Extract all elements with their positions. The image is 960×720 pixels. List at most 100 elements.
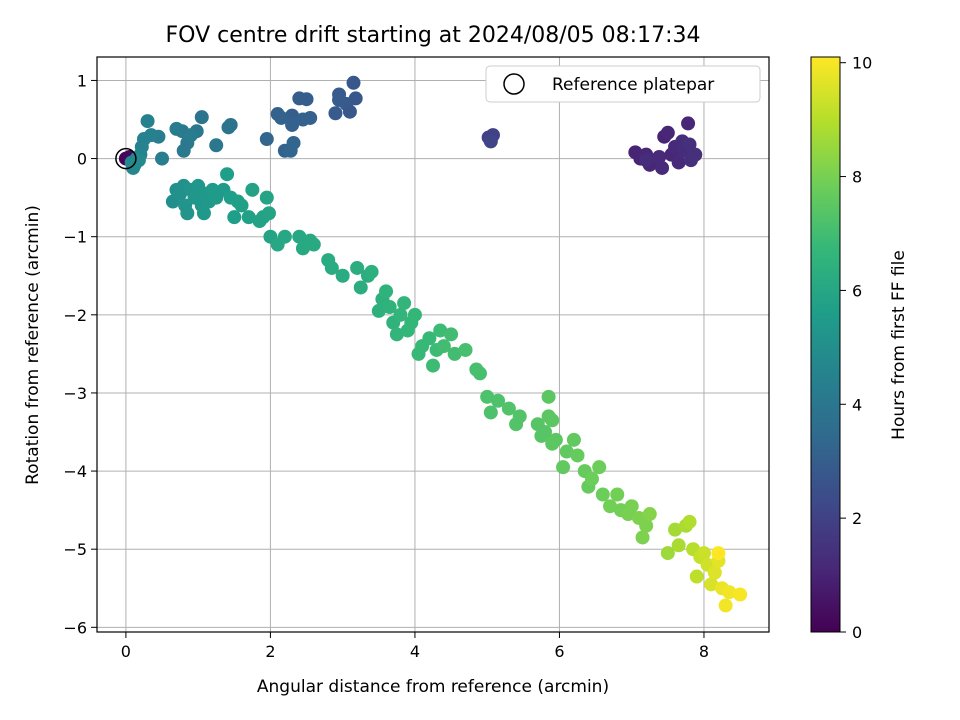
data-point [660, 125, 675, 140]
reference-point [115, 147, 137, 170]
data-point [241, 210, 256, 225]
data-point [682, 137, 697, 152]
y-axis-ticks: 1 0 −1 −2 −3 −4 −5 −6 [63, 71, 97, 637]
scatter-points [118, 75, 748, 613]
x-tick-label: 6 [554, 642, 564, 661]
data-point [277, 229, 292, 244]
data-point [548, 432, 563, 447]
data-point [566, 432, 581, 447]
data-point [639, 153, 654, 168]
data-point [346, 75, 361, 90]
data-point [209, 138, 224, 153]
data-point [652, 150, 667, 164]
x-axis-label: Angular distance from reference (arcmin) [257, 677, 609, 697]
data-point [397, 296, 412, 311]
data-point [592, 460, 607, 475]
x-tick-label: 8 [699, 642, 709, 661]
data-point [332, 87, 347, 102]
data-point [707, 565, 722, 580]
data-point [285, 117, 300, 132]
data-point [668, 522, 683, 537]
data-point [639, 518, 654, 533]
data-point [194, 110, 209, 125]
data-point [324, 260, 339, 275]
data-point [426, 358, 440, 373]
legend-entry-reference: Reference platepar [552, 75, 714, 95]
data-point [407, 307, 422, 322]
colorbar-tick-label: 6 [852, 281, 862, 300]
data-point [472, 366, 487, 381]
grid-lines [97, 57, 769, 632]
data-point [545, 413, 560, 428]
data-point [671, 155, 686, 170]
data-point [681, 116, 696, 131]
data-point [688, 147, 703, 162]
colorbar-tick-label: 10 [852, 54, 872, 73]
y-tick-label: −2 [63, 306, 87, 325]
data-point [379, 284, 394, 299]
data-point [559, 444, 574, 459]
data-point [538, 425, 552, 439]
data-point [682, 514, 697, 529]
data-point [689, 569, 704, 584]
data-point [660, 546, 675, 561]
data-point [220, 167, 235, 182]
data-point [556, 460, 571, 475]
y-tick-label: −6 [63, 618, 87, 637]
colorbar-tick-label: 0 [852, 623, 862, 642]
data-point [155, 151, 170, 166]
data-point [635, 530, 650, 545]
colorbar-gradient [810, 56, 841, 633]
x-axis-ticks: 0 2 4 6 8 [121, 632, 709, 661]
legend-box [485, 65, 761, 103]
data-point [382, 300, 397, 314]
data-point [261, 206, 276, 221]
chart-title: FOV centre drift starting at 2024/08/05 … [166, 23, 701, 48]
data-point [180, 206, 195, 221]
y-tick-label: −3 [63, 384, 87, 403]
data-point [393, 307, 408, 322]
y-axis-label: Rotation from reference (arcmin) [23, 205, 43, 485]
data-point [259, 132, 274, 147]
x-tick-label: 2 [265, 642, 275, 661]
data-point [245, 182, 260, 197]
data-point [348, 91, 363, 106]
colorbar-ticks: 0 2 4 6 8 10 [840, 54, 872, 642]
colorbar-label: Hours from first FF file [889, 250, 909, 440]
colorbar-tick-label: 2 [852, 509, 862, 528]
data-point [541, 389, 556, 404]
y-tick-label: −5 [63, 540, 87, 559]
data-point [270, 107, 285, 122]
data-point [259, 190, 274, 205]
data-point [140, 114, 155, 129]
data-point [183, 128, 198, 143]
data-point [436, 339, 451, 354]
colorbar: 0 2 4 6 8 10 Hours from first FF file [810, 54, 909, 642]
data-point [711, 546, 726, 561]
data-point [512, 409, 527, 424]
data-point [350, 260, 365, 275]
plot-frame [96, 56, 770, 633]
x-tick-label: 4 [410, 642, 420, 661]
data-point [335, 268, 350, 283]
legend-marker [503, 73, 525, 95]
data-point [283, 143, 298, 158]
y-tick-label: 1 [77, 71, 87, 90]
data-point [584, 471, 599, 486]
data-point [491, 393, 506, 408]
colorbar-tick-label: 8 [852, 168, 862, 187]
reference-marker [115, 147, 137, 170]
data-point [483, 134, 498, 149]
data-point [292, 229, 307, 244]
data-point [642, 507, 657, 522]
data-point [733, 587, 748, 602]
data-point [328, 106, 343, 121]
data-point [624, 499, 639, 514]
y-tick-label: −1 [63, 228, 87, 247]
data-point [234, 198, 249, 213]
colorbar-tick-label: 4 [852, 395, 862, 414]
data-point [447, 346, 462, 361]
data-point [671, 538, 686, 553]
